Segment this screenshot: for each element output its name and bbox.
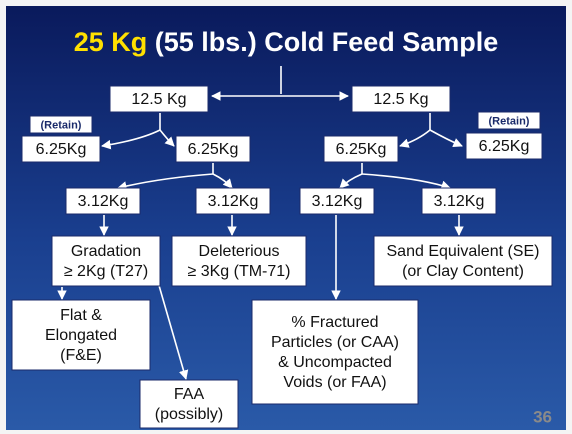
retain-box <box>477 111 541 130</box>
node-label: Flat & <box>60 307 102 324</box>
node: 12.5 Kg <box>351 85 451 113</box>
node-box <box>195 187 271 215</box>
node-label: 12.5 Kg <box>131 91 186 108</box>
arrow <box>429 129 463 148</box>
node: Sand Equivalent (SE) (or Clay Content) <box>373 235 553 287</box>
retain-label: (Retain) <box>489 115 530 127</box>
node-box <box>21 135 101 163</box>
slide-title: 25 Kg (55 lbs.) Cold Feed Sample <box>74 27 499 57</box>
node-box <box>251 299 419 405</box>
arrow <box>212 173 233 189</box>
node: 3.12Kg <box>421 187 497 215</box>
node: 3.12Kg <box>195 187 271 215</box>
node-label: Sand Equivalent (SE) <box>387 243 540 260</box>
node-box <box>299 187 375 215</box>
node-label: 6.25Kg <box>336 141 387 158</box>
node-label: FAA <box>174 386 205 403</box>
node-box <box>323 135 399 163</box>
node-label: 6.25Kg <box>479 138 530 155</box>
node-label: Elongated <box>45 327 117 344</box>
node-box <box>421 187 497 215</box>
node-label: 3.12Kg <box>78 193 129 210</box>
node: (Retain) <box>29 115 93 134</box>
node-box <box>65 187 141 215</box>
node-label: (or Clay Content) <box>402 263 524 280</box>
node-label: & Uncompacted <box>278 354 392 371</box>
node-label: Particles (or CAA) <box>271 334 399 351</box>
node-label: (possibly) <box>155 406 223 423</box>
node: FAA (possibly) <box>139 379 239 429</box>
node-label: % Fractured <box>291 314 378 331</box>
arrows <box>57 66 464 380</box>
node-box <box>139 379 239 429</box>
retain-label: (Retain) <box>41 119 82 131</box>
node: (Retain) <box>477 111 541 130</box>
arrow <box>361 173 451 190</box>
title-highlight: 25 Kg <box>74 27 148 57</box>
node: Gradation ≥ 2Kg (T27) <box>51 235 161 287</box>
node-label: ≥ 3Kg (TM-71) <box>187 263 290 280</box>
node: 12.5 Kg <box>109 85 209 113</box>
node: 3.12Kg <box>65 187 141 215</box>
node: 6.25Kg <box>323 135 399 163</box>
node-label: (F&E) <box>60 347 102 364</box>
node-box <box>51 235 161 287</box>
node-label: Gradation <box>71 243 141 260</box>
node-box <box>109 85 209 113</box>
node-box <box>11 299 151 371</box>
arrow <box>101 129 161 150</box>
node-label: 3.12Kg <box>312 193 363 210</box>
node-label: ≥ 2Kg (T27) <box>64 263 148 280</box>
title-rest: (55 lbs.) Cold Feed Sample <box>147 27 498 57</box>
node: Deleterious ≥ 3Kg (TM-71) <box>171 235 307 287</box>
node: 3.12Kg <box>299 187 375 215</box>
node-box <box>171 235 307 287</box>
node: % Fractured Particles (or CAA) & Uncompact… <box>251 299 419 405</box>
node-label: Deleterious <box>199 243 280 260</box>
page-number: 36 <box>533 407 552 426</box>
node-label: 3.12Kg <box>208 193 259 210</box>
arrow <box>157 281 189 380</box>
arrow <box>159 129 175 147</box>
node: 6.25Kg <box>21 135 101 163</box>
node-box <box>465 132 543 160</box>
node-label: 3.12Kg <box>434 193 485 210</box>
node-box <box>351 85 451 113</box>
node-label: Voids (or FAA) <box>283 374 386 391</box>
node: Flat & Elongated (F&E) <box>11 299 151 371</box>
node: 6.25Kg <box>175 135 251 163</box>
node-box <box>175 135 251 163</box>
node-label: 6.25Kg <box>36 141 87 158</box>
arrow <box>339 173 363 189</box>
node-label: 6.25Kg <box>188 141 239 158</box>
node-label: 12.5 Kg <box>373 91 428 108</box>
arrow <box>399 129 431 148</box>
arrow <box>117 173 214 191</box>
nodes: 12.5 Kg 12.5 Kg (Retain) 6.25Kg 6.25Kg 6.25Kg… <box>11 85 553 429</box>
retain-box <box>29 115 93 134</box>
node: 6.25Kg <box>465 132 543 160</box>
node-box <box>373 235 553 287</box>
